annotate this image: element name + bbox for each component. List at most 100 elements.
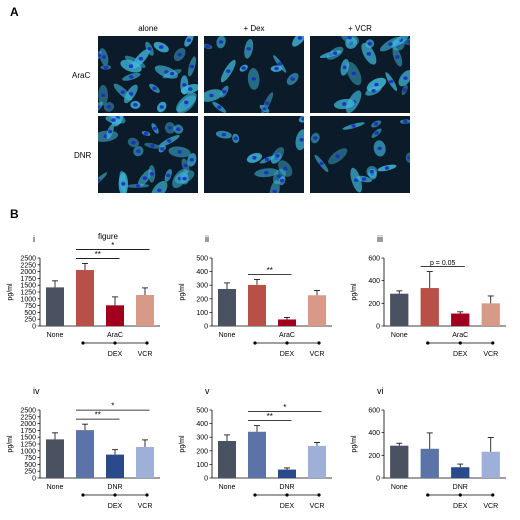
cell-nucleus bbox=[167, 139, 172, 143]
cell-nucleus bbox=[182, 83, 187, 87]
cell-nucleus bbox=[182, 176, 187, 181]
y-tick-label: 1250 bbox=[20, 442, 36, 449]
cell-nucleus bbox=[189, 157, 195, 162]
cell-nucleus bbox=[150, 143, 155, 148]
cell-nucleus bbox=[101, 93, 106, 98]
cell-nucleus bbox=[369, 169, 375, 174]
x-label-group: DNR bbox=[107, 484, 122, 491]
cell-nucleus bbox=[106, 104, 112, 109]
cell-nucleus bbox=[142, 176, 147, 181]
row-label-dnr: DNR bbox=[74, 151, 92, 160]
bar-none bbox=[390, 445, 409, 478]
x-label-group: DNR bbox=[453, 484, 468, 491]
treatment-dot bbox=[285, 493, 289, 497]
y-tick-label: 1500 bbox=[20, 435, 36, 442]
y-tick-label: 0 bbox=[204, 476, 208, 483]
cell-nucleus bbox=[98, 53, 102, 57]
y-axis-label: pg/ml bbox=[351, 283, 358, 301]
cell-nucleus bbox=[160, 147, 165, 151]
y-tick-label: 200 bbox=[196, 448, 208, 455]
y-tick-label: 400 bbox=[368, 278, 380, 285]
bar-arac bbox=[76, 269, 94, 326]
cell-nucleus bbox=[121, 182, 126, 186]
cell-nucleus bbox=[371, 88, 376, 93]
cell-nucleus bbox=[143, 131, 149, 136]
significance-label: ** bbox=[267, 266, 273, 275]
cell-nucleus bbox=[222, 89, 227, 94]
cell-nucleus bbox=[290, 77, 295, 81]
cell-nucleus bbox=[347, 36, 352, 40]
chart-panel-label: ii bbox=[205, 234, 209, 244]
treatment-dot bbox=[458, 341, 462, 345]
cell-nucleus bbox=[120, 90, 126, 94]
bar-dex bbox=[106, 305, 124, 326]
bar-dnr bbox=[76, 430, 94, 478]
cell-nucleus bbox=[169, 71, 175, 76]
cell-nucleus bbox=[335, 154, 340, 159]
cell-nucleus bbox=[252, 156, 257, 160]
x-label-vcr: VCR bbox=[310, 351, 325, 358]
y-tick-label: 300 bbox=[196, 283, 208, 290]
cell-nucleus bbox=[233, 136, 238, 141]
bar-none bbox=[218, 441, 236, 478]
bar-vcr bbox=[308, 295, 326, 326]
y-tick-label: 750 bbox=[24, 455, 36, 462]
cell-nucleus bbox=[366, 52, 372, 56]
y-tick-label: 400 bbox=[368, 430, 380, 437]
cell-nucleus bbox=[297, 36, 303, 40]
cell-nucleus bbox=[138, 56, 144, 61]
cell-nucleus bbox=[149, 172, 155, 176]
y-tick-label: 2000 bbox=[20, 269, 36, 276]
cell-nucleus bbox=[351, 124, 356, 128]
cell-nucleus bbox=[279, 178, 285, 183]
y-tick-label: 500 bbox=[24, 462, 36, 469]
significance-label: ** bbox=[95, 411, 101, 420]
treatment-dot bbox=[145, 341, 149, 345]
cell-nucleus bbox=[107, 129, 113, 134]
x-label-vcr: VCR bbox=[138, 503, 153, 510]
cell-nucleus bbox=[159, 105, 164, 109]
x-label-dex: DEX bbox=[280, 351, 295, 358]
cell-nucleus bbox=[226, 69, 231, 73]
y-tick-label: 0 bbox=[376, 324, 380, 331]
cell-nucleus bbox=[177, 52, 182, 57]
cell-nucleus bbox=[301, 117, 304, 121]
treatment-dot bbox=[81, 341, 85, 345]
bar-dex bbox=[278, 469, 296, 478]
cell-nucleus bbox=[167, 126, 173, 130]
treatment-dot bbox=[491, 493, 495, 497]
chart-ii: ii 0 100 200 300 400 500 pg/ml ** None AraC DEX VCR bbox=[172, 228, 344, 363]
y-tick-label: 1750 bbox=[20, 428, 36, 435]
cell-nucleus bbox=[136, 184, 141, 188]
y-tick-label: 0 bbox=[376, 476, 380, 483]
chart-title: figure bbox=[98, 232, 119, 241]
cell-nucleus bbox=[209, 93, 214, 98]
cell-nucleus bbox=[342, 102, 347, 106]
y-axis-label: pg/ml bbox=[179, 283, 186, 301]
cell-nucleus bbox=[218, 40, 224, 44]
y-tick-label: 300 bbox=[196, 435, 208, 442]
treatment-dot bbox=[491, 341, 495, 345]
chart-panel-label: v bbox=[205, 386, 210, 396]
treatment-dot bbox=[285, 341, 289, 345]
cell-nucleus bbox=[403, 119, 408, 124]
x-label-none: None bbox=[391, 484, 408, 491]
cell-nucleus bbox=[374, 131, 379, 135]
cell-nucleus bbox=[188, 87, 193, 91]
cell-nucleus bbox=[319, 161, 324, 166]
x-label-vcr: VCR bbox=[138, 351, 153, 358]
chart-i: i figure 0 250 500 750 1000 1250 1500 1750 2000 225… bbox=[0, 228, 172, 363]
cell-nucleus bbox=[189, 64, 195, 69]
row-label-arac: AraC bbox=[72, 71, 91, 80]
cell-nucleus bbox=[388, 42, 393, 46]
cell-nucleus bbox=[152, 126, 158, 131]
cell-nucleus bbox=[313, 136, 318, 140]
micrograph-arac-dex bbox=[204, 36, 304, 113]
panel-label-b: B bbox=[10, 207, 19, 221]
y-axis-label: pg/ml bbox=[7, 283, 14, 301]
cell-nucleus bbox=[264, 170, 269, 175]
treatment-dot bbox=[458, 493, 462, 497]
treatment-dot bbox=[81, 493, 85, 497]
y-tick-label: 0 bbox=[32, 324, 36, 331]
cell-nucleus bbox=[241, 66, 246, 70]
